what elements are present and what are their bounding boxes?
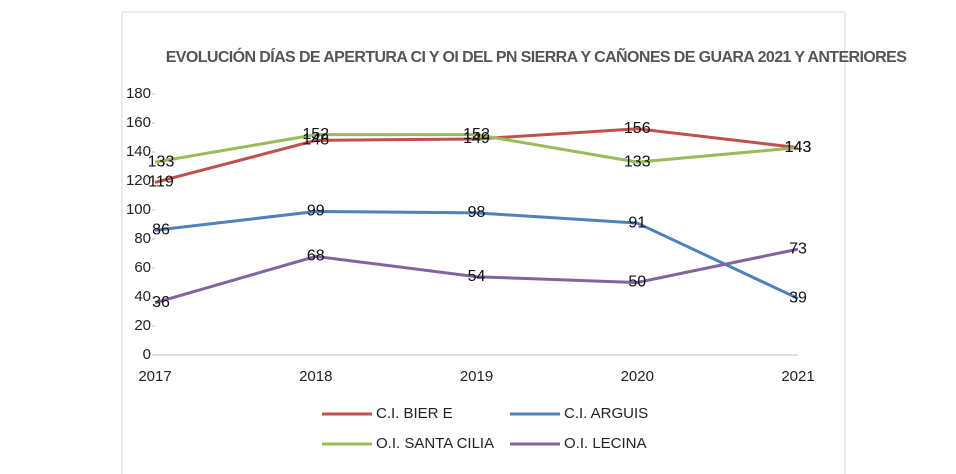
y-tick-label: 80 xyxy=(134,230,151,247)
x-tick-label: 2017 xyxy=(138,368,171,385)
y-tick-label: 60 xyxy=(134,259,151,276)
data-label: 143 xyxy=(785,139,812,156)
y-tick-label: 180 xyxy=(126,85,151,102)
data-label: 152 xyxy=(463,126,490,143)
data-label: 68 xyxy=(307,248,325,265)
x-tick-label: 2018 xyxy=(299,368,332,385)
x-tick-label: 2020 xyxy=(621,368,654,385)
data-label: 143 xyxy=(785,139,812,156)
y-tick-label: 20 xyxy=(134,317,151,334)
legend-label: C.I. ARGUIS xyxy=(564,405,648,422)
y-tick-label: 0 xyxy=(143,346,151,363)
data-label: 119 xyxy=(148,174,174,191)
x-tick-label: 2019 xyxy=(460,368,493,385)
chart-frame xyxy=(121,11,846,474)
legend-label: O.I. SANTA CILIA xyxy=(376,435,494,452)
data-label: 156 xyxy=(624,120,651,137)
data-label: 86 xyxy=(152,222,170,239)
data-label: 50 xyxy=(628,274,646,291)
y-tick-label: 160 xyxy=(126,114,151,131)
data-label: 133 xyxy=(624,153,651,170)
data-label: 149 xyxy=(463,130,490,147)
data-label: 73 xyxy=(789,240,807,257)
data-label: 99 xyxy=(307,203,325,220)
series-line xyxy=(154,127,799,184)
data-label: 36 xyxy=(152,294,170,311)
series-line xyxy=(154,209,799,300)
series-line xyxy=(154,247,799,305)
data-label: 152 xyxy=(302,126,329,143)
x-tick-label: 2021 xyxy=(781,368,814,385)
y-tick-label: 120 xyxy=(126,172,151,189)
legend-label: C.I. BIER E xyxy=(376,405,453,422)
y-tick-label: 140 xyxy=(126,143,151,160)
chart-title: EVOLUCIÓN DÍAS DE APERTURA CI Y OI DEL P… xyxy=(166,46,907,66)
y-tick-label: 40 xyxy=(134,288,151,305)
series-line xyxy=(154,133,799,164)
data-label: 148 xyxy=(302,132,329,149)
data-label: 54 xyxy=(468,268,486,285)
legend-label: O.I. LECINA xyxy=(564,435,647,452)
data-label: 133 xyxy=(148,153,175,170)
data-label: 91 xyxy=(628,214,646,231)
y-tick-label: 100 xyxy=(126,201,151,218)
data-label: 39 xyxy=(789,290,807,307)
data-label: 98 xyxy=(468,204,486,221)
